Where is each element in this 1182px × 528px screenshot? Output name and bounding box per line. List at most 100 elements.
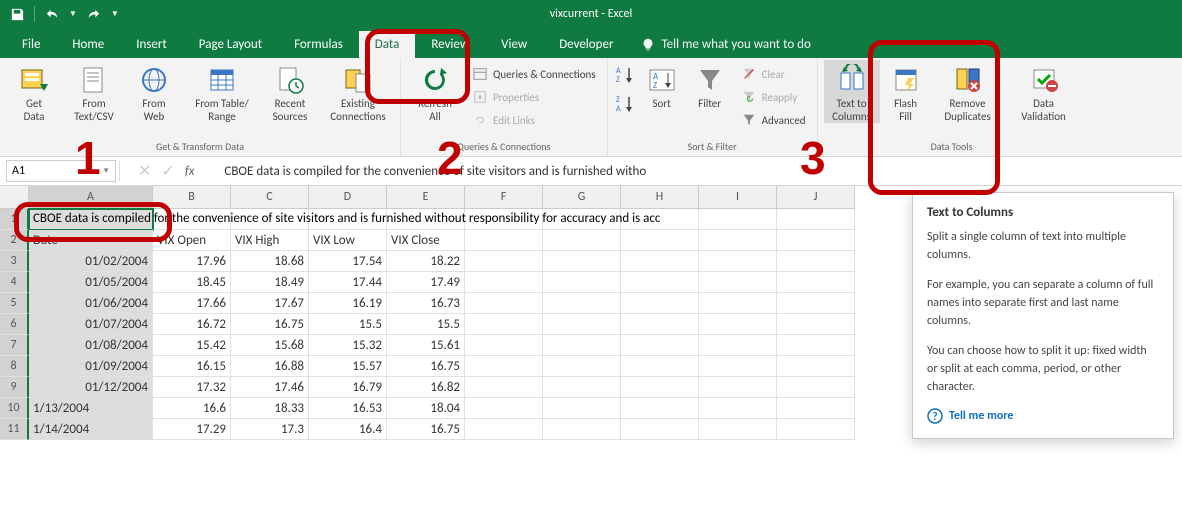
data-validation-button[interactable]: Data Validation <box>1008 60 1080 123</box>
cell[interactable]: 17.66 <box>153 293 231 314</box>
redo-icon[interactable] <box>85 5 103 23</box>
cell[interactable] <box>465 419 543 440</box>
cell[interactable]: 01/12/2004 <box>29 377 153 398</box>
cell[interactable] <box>621 230 699 251</box>
cell[interactable] <box>543 398 621 419</box>
cell[interactable] <box>777 209 855 230</box>
cell[interactable]: 17.46 <box>231 377 309 398</box>
cell[interactable] <box>777 356 855 377</box>
row-header[interactable]: 6 <box>0 314 29 335</box>
cell[interactable] <box>543 314 621 335</box>
col-header-H[interactable]: H <box>621 186 699 209</box>
tab-file[interactable]: File <box>6 31 56 58</box>
sort-az-button[interactable]: AZ <box>614 64 636 91</box>
cell[interactable] <box>699 335 777 356</box>
cell[interactable]: Date <box>29 230 153 251</box>
cell[interactable]: 17.29 <box>153 419 231 440</box>
row-header[interactable]: 9 <box>0 377 29 398</box>
cell[interactable]: VIX Open <box>153 230 231 251</box>
edit-links-button[interactable]: Edit Links <box>467 109 601 131</box>
cell[interactable] <box>621 335 699 356</box>
cell[interactable] <box>465 293 543 314</box>
cell[interactable]: 16.6 <box>153 398 231 419</box>
tell-me-more-link[interactable]: ? Tell me more <box>927 408 1159 424</box>
cell[interactable]: VIX Low <box>309 230 387 251</box>
from-text-csv-button[interactable]: From Text/CSV <box>66 60 122 123</box>
clear-filter-button[interactable]: Clear <box>736 63 811 85</box>
cell[interactable]: 16.75 <box>231 314 309 335</box>
undo-icon[interactable] <box>43 5 61 23</box>
cell[interactable] <box>309 209 387 230</box>
text-to-columns-button[interactable]: Text to Columns <box>824 60 880 123</box>
cell[interactable]: 1/13/2004 <box>29 398 153 419</box>
col-header-F[interactable]: F <box>465 186 543 209</box>
cell[interactable]: 17.67 <box>231 293 309 314</box>
cell[interactable] <box>465 209 543 230</box>
cell[interactable]: VIX High <box>231 230 309 251</box>
qat-customize-icon[interactable]: ▼ <box>111 9 119 19</box>
tell-me[interactable]: Tell me what you want to do <box>629 31 822 58</box>
cell[interactable] <box>543 419 621 440</box>
cell[interactable] <box>699 419 777 440</box>
cell[interactable] <box>777 377 855 398</box>
save-icon[interactable] <box>8 5 26 23</box>
col-header-D[interactable]: D <box>309 186 387 209</box>
cell[interactable]: 16.15 <box>153 356 231 377</box>
cell[interactable]: 01/07/2004 <box>29 314 153 335</box>
cell[interactable] <box>465 314 543 335</box>
select-all-corner[interactable] <box>0 186 29 209</box>
row-header[interactable]: 10 <box>0 398 29 419</box>
row-header[interactable]: 11 <box>0 419 29 440</box>
cell[interactable]: 16.4 <box>309 419 387 440</box>
row-header[interactable]: 4 <box>0 272 29 293</box>
cell[interactable]: 01/06/2004 <box>29 293 153 314</box>
cell[interactable]: 17.32 <box>153 377 231 398</box>
cell[interactable] <box>543 272 621 293</box>
from-web-button[interactable]: From Web <box>126 60 182 123</box>
row-header[interactable]: 5 <box>0 293 29 314</box>
cell[interactable] <box>699 293 777 314</box>
cell[interactable]: 18.68 <box>231 251 309 272</box>
tab-home[interactable]: Home <box>56 31 120 58</box>
cell[interactable] <box>465 377 543 398</box>
cell[interactable] <box>621 419 699 440</box>
enter-icon[interactable]: ✓ <box>161 161 174 181</box>
cell[interactable] <box>153 209 231 230</box>
cell[interactable]: 16.82 <box>387 377 465 398</box>
existing-connections-button[interactable]: Existing Connections <box>322 60 394 123</box>
cell[interactable]: 18.22 <box>387 251 465 272</box>
col-header-E[interactable]: E <box>387 186 465 209</box>
cell[interactable]: 18.49 <box>231 272 309 293</box>
properties-button[interactable]: Properties <box>467 86 601 108</box>
tab-page-layout[interactable]: Page Layout <box>183 31 278 58</box>
sort-za-button[interactable]: ZA <box>614 93 636 120</box>
cell[interactable] <box>777 335 855 356</box>
row-header[interactable]: 3 <box>0 251 29 272</box>
col-header-B[interactable]: B <box>153 186 231 209</box>
cell[interactable] <box>543 293 621 314</box>
row-header[interactable]: 7 <box>0 335 29 356</box>
cell[interactable] <box>621 356 699 377</box>
from-table-range-button[interactable]: From Table/ Range <box>186 60 258 123</box>
row-header[interactable]: 8 <box>0 356 29 377</box>
flash-fill-button[interactable]: Flash Fill <box>884 60 928 123</box>
sort-button[interactable]: AZSort <box>640 60 684 111</box>
cell[interactable]: 18.04 <box>387 398 465 419</box>
cell[interactable] <box>543 356 621 377</box>
col-header-J[interactable]: J <box>777 186 855 209</box>
cell[interactable]: 01/08/2004 <box>29 335 153 356</box>
cell[interactable] <box>29 209 153 230</box>
cell[interactable]: 18.45 <box>153 272 231 293</box>
cell[interactable]: 1/14/2004 <box>29 419 153 440</box>
cell[interactable]: 17.44 <box>309 272 387 293</box>
row-header[interactable]: 1 <box>0 209 29 230</box>
cell[interactable] <box>621 377 699 398</box>
cell[interactable] <box>543 209 621 230</box>
cell[interactable]: 16.53 <box>309 398 387 419</box>
cell[interactable]: 15.68 <box>231 335 309 356</box>
cell[interactable] <box>777 398 855 419</box>
cell[interactable] <box>465 272 543 293</box>
get-data-button[interactable]: Get Data <box>6 60 62 123</box>
cell[interactable]: 01/05/2004 <box>29 272 153 293</box>
filter-button[interactable]: Filter <box>688 60 732 111</box>
